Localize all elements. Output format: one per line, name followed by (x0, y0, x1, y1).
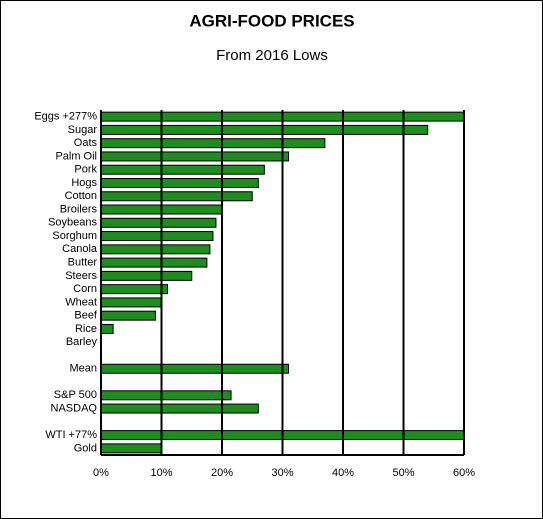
y-tick-label: S&P 500 (54, 389, 97, 401)
y-tick-label: Corn (73, 283, 97, 295)
bar (101, 177, 259, 188)
bar (101, 443, 162, 454)
y-tick-label: Rice (75, 323, 97, 335)
bar (101, 297, 162, 308)
chart-title: AGRI-FOOD PRICES (189, 11, 354, 30)
x-tick-label: 60% (453, 467, 475, 479)
x-tick-label: 50% (392, 467, 414, 479)
y-tick-label: Gold (74, 442, 97, 454)
y-tick-label: Canola (62, 243, 98, 255)
bar (101, 231, 214, 242)
y-tick-label: Steers (65, 270, 97, 282)
y-tick-label: Sugar (68, 124, 98, 136)
bar (101, 217, 217, 228)
y-tick-label: Hogs (71, 177, 97, 189)
y-tick-label: Palm Oil (55, 150, 97, 162)
bar (101, 244, 211, 255)
bar (101, 270, 193, 281)
bar (101, 124, 429, 135)
bar (101, 164, 265, 175)
y-tick-label: WTI +77% (45, 429, 97, 441)
y-tick-label: Cotton (65, 190, 97, 202)
bar (101, 310, 156, 321)
bar (101, 323, 114, 334)
x-tick-label: 40% (332, 467, 354, 479)
bar (101, 191, 253, 202)
y-tick-label: Oats (74, 137, 98, 149)
y-tick-label: Wheat (65, 296, 97, 308)
y-tick-label: Soybeans (48, 217, 97, 229)
y-tick-label: Beef (74, 310, 98, 322)
y-tick-label: Barley (66, 336, 98, 348)
bar (101, 151, 290, 162)
bar (101, 257, 208, 268)
y-tick-label: NASDAQ (51, 402, 98, 414)
y-tick-label: Pork (74, 164, 97, 176)
y-tick-label: Sorghum (52, 230, 97, 242)
chart-subtitle: From 2016 Lows (216, 47, 328, 64)
bar (101, 403, 259, 414)
y-tick-label: Eggs +277% (34, 111, 97, 123)
x-tick-label: 0% (93, 467, 109, 479)
y-tick-label: Broilers (60, 203, 98, 215)
y-tick-label: Butter (68, 257, 98, 269)
y-tick-label: Mean (69, 363, 97, 375)
bar (101, 363, 290, 374)
bar (101, 390, 232, 401)
x-tick-label: 30% (271, 467, 293, 479)
x-tick-label: 20% (211, 467, 233, 479)
bar (101, 284, 169, 295)
x-tick-label: 10% (150, 467, 172, 479)
bar (101, 138, 326, 149)
